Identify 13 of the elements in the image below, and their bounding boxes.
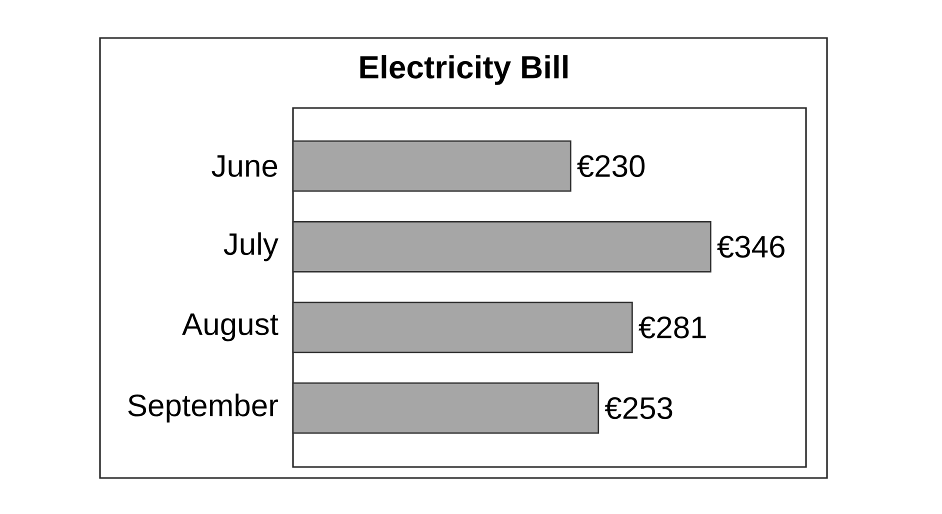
bar <box>292 221 712 272</box>
data-label: €253 <box>604 397 672 420</box>
y-tick-label: July <box>224 232 278 262</box>
y-tick-label: September <box>128 394 278 423</box>
data-label: €230 <box>577 155 645 178</box>
y-tick-label: June <box>212 155 278 177</box>
bar <box>292 302 633 354</box>
bar <box>292 382 600 434</box>
y-tick-label: August <box>182 314 278 342</box>
chart-title: Electricity Bill <box>360 55 568 85</box>
bar <box>292 140 572 192</box>
data-label: €281 <box>638 316 706 338</box>
data-label: €346 <box>717 236 784 258</box>
